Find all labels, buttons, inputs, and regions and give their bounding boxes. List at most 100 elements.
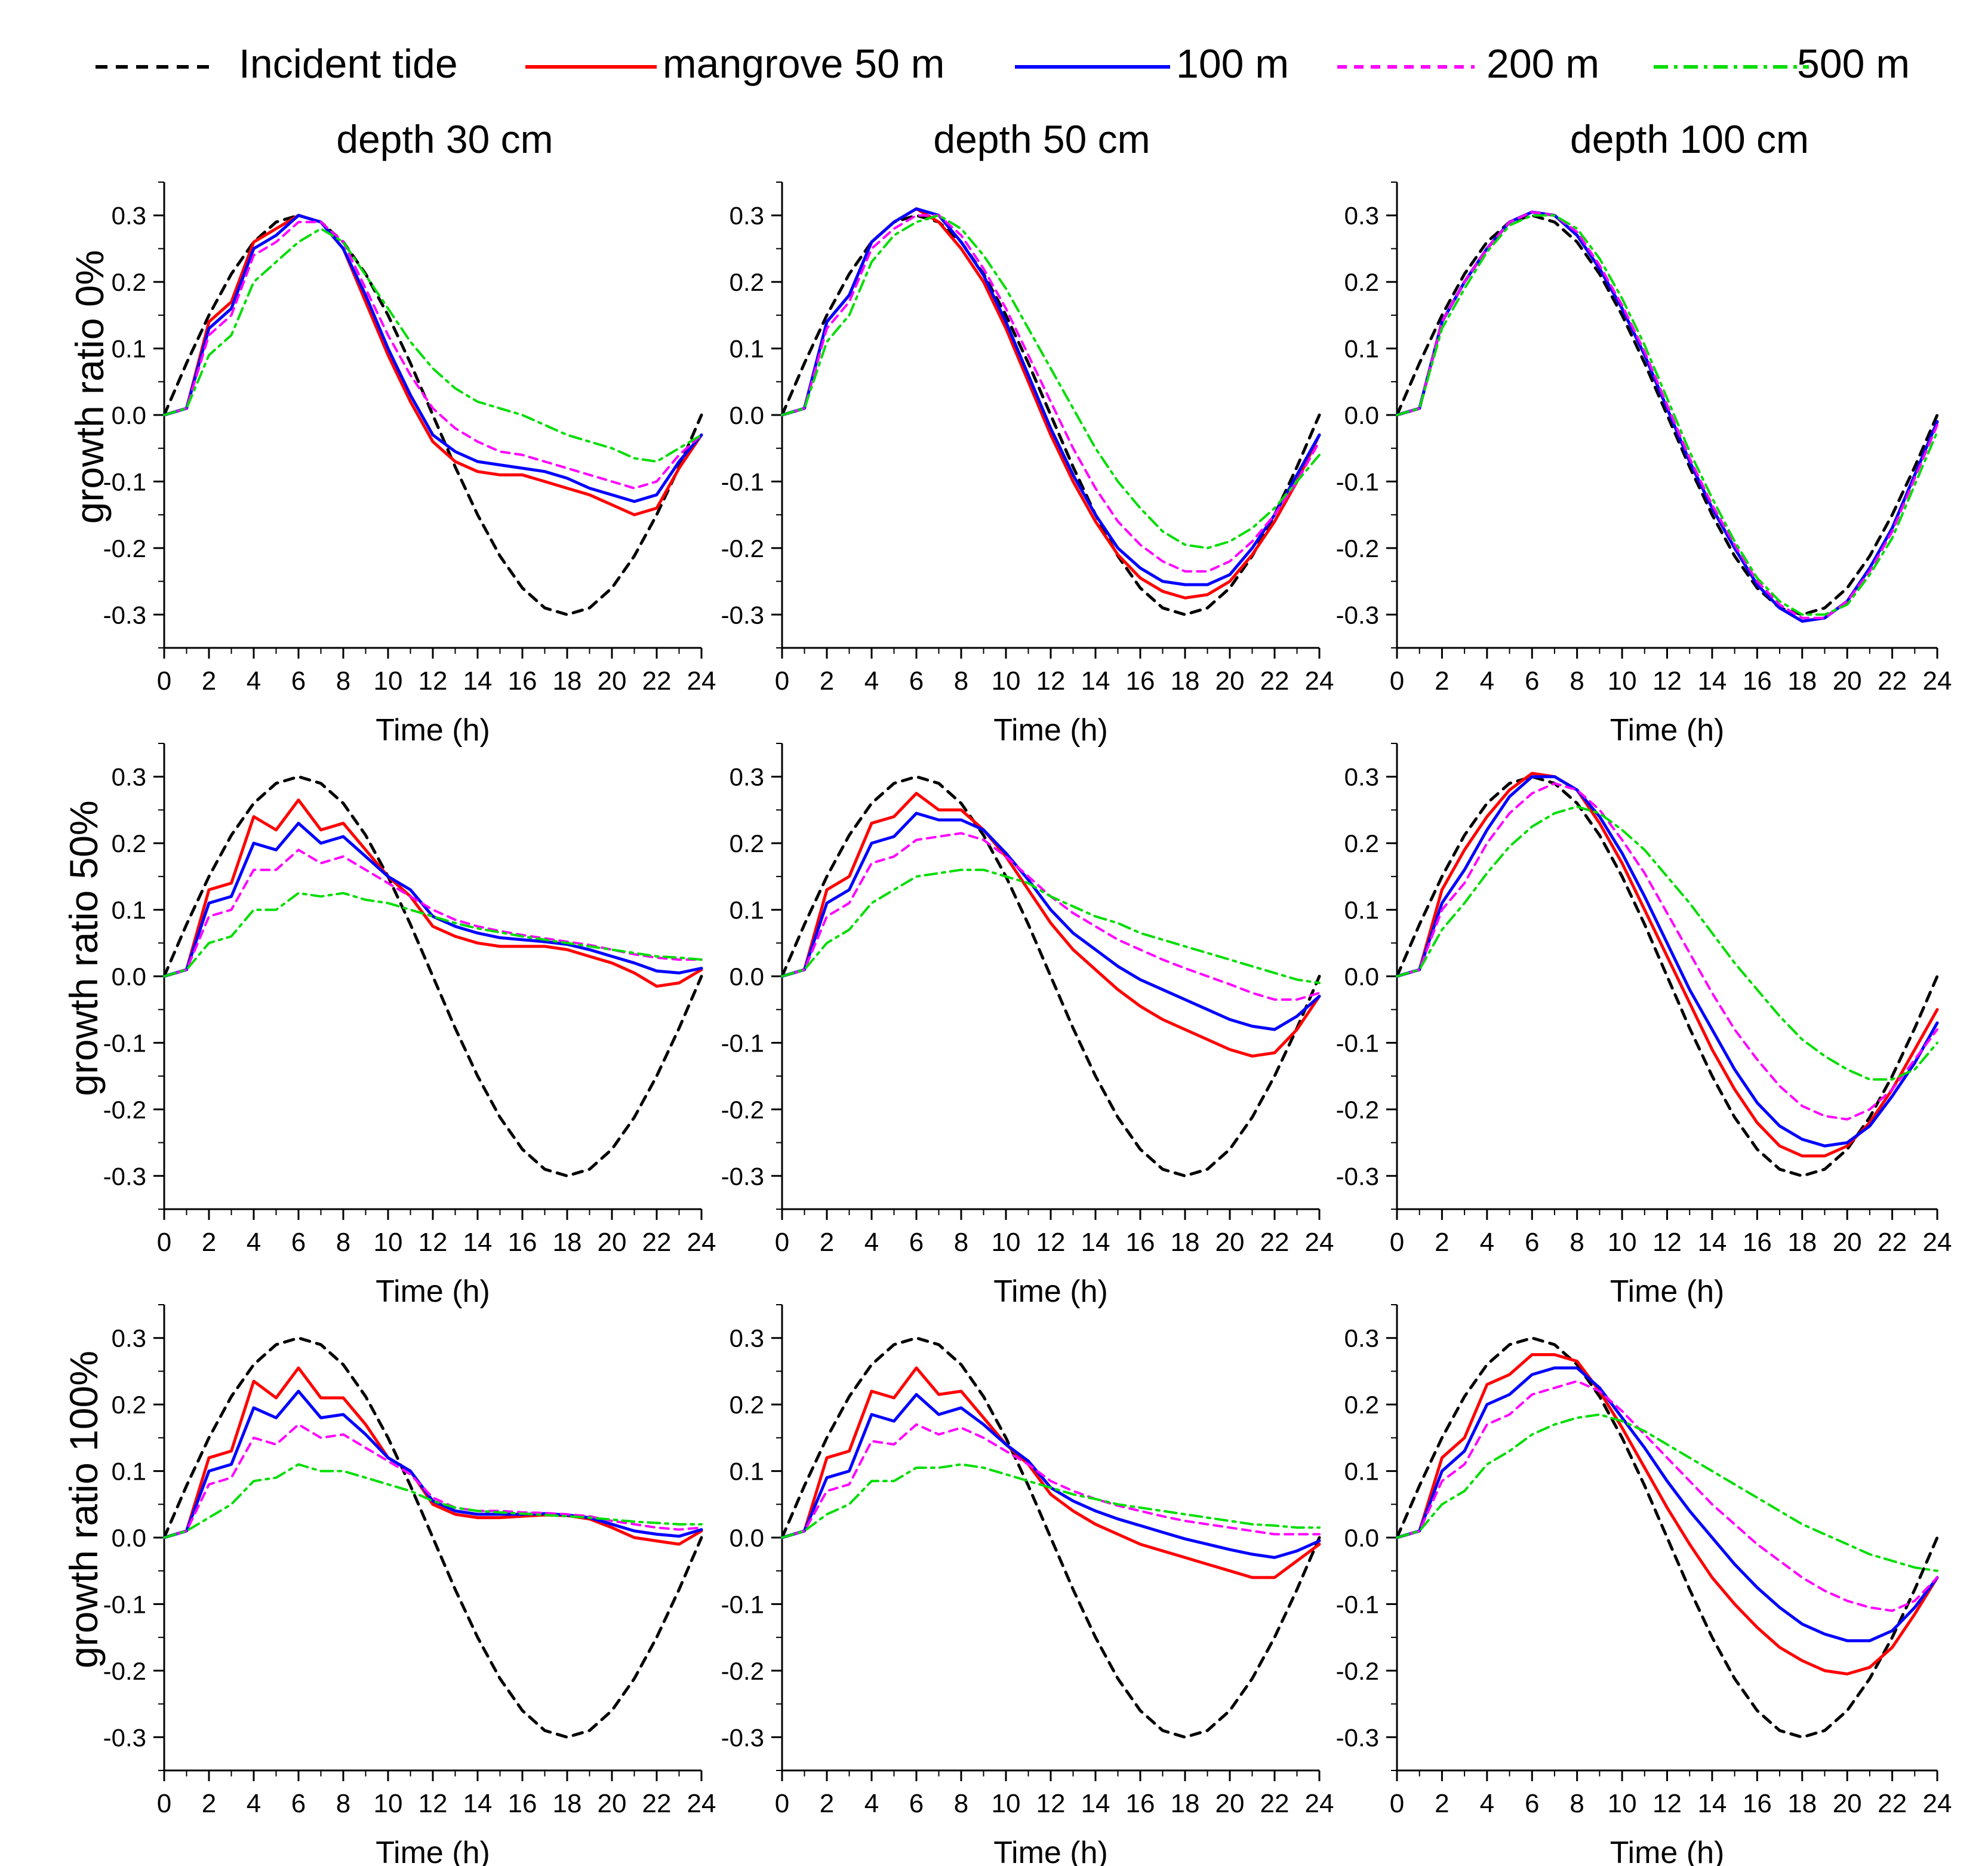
x-tick-label: 0 (775, 666, 789, 696)
y-tick-label: 0.3 (730, 1324, 764, 1352)
x-tick-label: 10 (374, 1789, 403, 1818)
legend-item-100m: 100 m (1015, 24, 1325, 107)
y-tick-label: 0.1 (1344, 335, 1379, 363)
x-tick-label: 12 (1036, 1228, 1066, 1257)
series-line-100-m (162, 1389, 703, 1539)
chart-panel-r2-c0: 0 2 4 6 8 10 12 14 16 18 20 22 24-0.3-0.2-0.10.00.10… (103, 1304, 716, 1866)
series-line-mangrove-50-m (162, 798, 703, 988)
y-tick-label: 0.1 (730, 1458, 764, 1486)
x-tick-label: 16 (508, 666, 537, 696)
legend: Incident tide mangrove 50 m 100 m 200 m … (0, 0, 1988, 119)
x-axis-label: Time (h) (1610, 1836, 1725, 1866)
x-tick-label: 2 (820, 1228, 834, 1257)
chart-panel-r2-c1: 0 2 4 6 8 10 12 14 16 18 20 22 24-0.3-0.2-0.10.00.10… (721, 1304, 1334, 1866)
series-line-500-m (163, 1463, 703, 1539)
y-tick-label: -0.3 (1336, 601, 1379, 629)
x-tick-label: 24 (687, 1789, 716, 1818)
x-tick-label: 6 (1525, 1789, 1539, 1818)
column-title-depth-50: depth 50 cm (933, 117, 1150, 161)
x-tick-label: 8 (1570, 666, 1584, 696)
x-tick-label: 22 (1260, 1789, 1290, 1818)
x-tick-label: 24 (1923, 666, 1952, 696)
series-line-200-m (781, 214, 1321, 573)
x-axis-label: Time (h) (993, 1836, 1108, 1866)
x-tick-label: 24 (1305, 666, 1334, 696)
x-tick-label: 8 (336, 1228, 350, 1257)
series-line-100-m (780, 207, 1321, 586)
x-tick-label: 16 (1743, 1228, 1772, 1257)
x-tick-label: 14 (1081, 1228, 1110, 1257)
legend-label-100m: 100 m (1176, 41, 1289, 87)
x-tick-label: 18 (1171, 666, 1200, 696)
x-tick-label: 14 (1697, 1228, 1727, 1257)
y-tick-label: -0.2 (103, 534, 146, 562)
y-tick-label: -0.1 (1336, 1590, 1379, 1618)
series-line-100-m (780, 811, 1321, 1031)
x-tick-label: 20 (598, 666, 627, 696)
x-tick-label: 0 (1390, 1228, 1404, 1257)
series-line-100-m (1395, 210, 1939, 623)
y-tick-label: 0.0 (112, 963, 146, 991)
x-tick-label: 8 (336, 1789, 350, 1818)
y-tick-label: 0.0 (730, 963, 764, 991)
x-tick-label: 18 (1171, 1228, 1200, 1257)
x-tick-label: 22 (642, 1789, 672, 1818)
x-tick-label: 22 (1878, 1789, 1907, 1818)
x-tick-label: 14 (1697, 1789, 1727, 1818)
series-line-200-m (163, 220, 703, 490)
y-tick-label: -0.1 (103, 1029, 146, 1057)
y-tick-label: -0.1 (103, 1590, 146, 1618)
x-tick-label: 4 (247, 1789, 261, 1818)
legend-swatch-mangrove-50 (525, 65, 657, 69)
x-tick-label: 4 (1480, 1228, 1494, 1257)
y-tick-label: 0.3 (112, 763, 146, 791)
y-tick-label: 0.3 (730, 202, 764, 230)
x-tick-label: 24 (687, 666, 716, 696)
column-title-depth-30: depth 30 cm (336, 117, 553, 161)
y-tick-label: 0.1 (112, 896, 146, 924)
y-tick-label: 0.0 (730, 401, 764, 429)
series-line-500-m (781, 1463, 1321, 1539)
y-tick-label: 0.2 (730, 829, 764, 857)
legend-label-200m: 200 m (1487, 41, 1599, 87)
x-axis-label: Time (h) (376, 713, 490, 748)
y-tick-label: 0.2 (112, 829, 146, 857)
y-tick-label: 0.2 (730, 1391, 764, 1419)
x-tick-label: 6 (291, 666, 306, 696)
series-line-incident-tide (1395, 1336, 1939, 1739)
y-tick-label: -0.1 (103, 468, 146, 496)
series-line-mangrove-50-m (780, 1366, 1321, 1579)
x-tick-label: 6 (909, 1228, 924, 1257)
x-tick-label: 8 (954, 1228, 968, 1257)
y-tick-label: 0.2 (1344, 1391, 1379, 1419)
x-tick-label: 6 (291, 1789, 306, 1818)
y-tick-label: 0.0 (1344, 1524, 1379, 1552)
x-tick-label: 0 (1390, 666, 1404, 696)
column-title-depth-100: depth 100 cm (1570, 117, 1809, 161)
y-tick-label: 0.0 (112, 401, 146, 429)
x-tick-label: 4 (864, 1789, 879, 1818)
x-tick-label: 16 (1126, 666, 1155, 696)
x-tick-label: 12 (418, 1789, 448, 1818)
x-tick-label: 4 (1480, 1789, 1494, 1818)
y-tick-label: -0.3 (721, 1162, 764, 1190)
y-tick-label: 0.2 (112, 268, 146, 296)
x-tick-label: 22 (1260, 1228, 1290, 1257)
x-tick-label: 20 (1833, 1228, 1862, 1257)
y-tick-label: -0.3 (103, 601, 146, 629)
legend-item-mangrove-50: mangrove 50 m (525, 24, 1015, 107)
series-line-100-m (1395, 1366, 1939, 1643)
x-tick-label: 16 (1743, 666, 1772, 696)
x-tick-label: 22 (642, 1228, 672, 1257)
x-tick-label: 20 (1215, 1789, 1245, 1818)
chart-panel-r0-c2: 0 2 4 6 8 10 12 14 16 18 20 22 24-0.3-0.2-0.10.00.10… (1336, 182, 1952, 748)
y-tick-label: 0.0 (112, 1524, 146, 1552)
series-line-mangrove-50-m (1395, 771, 1939, 1158)
series-line-200-m (1396, 782, 1938, 1121)
y-tick-label: -0.3 (103, 1162, 146, 1190)
y-tick-label: 0.1 (730, 896, 764, 924)
x-tick-label: 10 (992, 666, 1021, 696)
series-line-mangrove-50-m (1395, 210, 1939, 623)
x-tick-label: 24 (1923, 1789, 1952, 1818)
legend-label-incident-tide: Incident tide (239, 41, 458, 87)
